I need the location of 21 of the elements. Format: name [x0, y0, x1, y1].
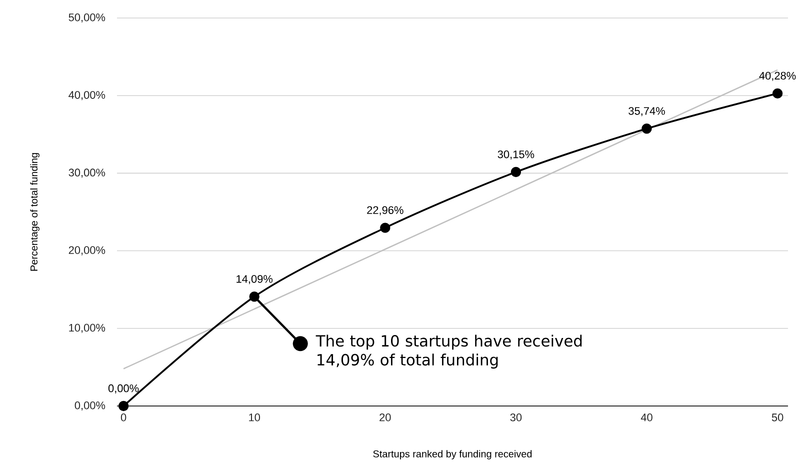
y-tick-label: 50,00% — [68, 13, 106, 23]
x-tick-label: 50 — [772, 414, 784, 422]
data-label: 22,96% — [367, 206, 404, 216]
data-label: 14,09% — [236, 275, 273, 284]
data-label: 0,00% — [108, 384, 139, 394]
x-tick-label: 30 — [510, 414, 522, 422]
y-tick-label: 30,00% — [68, 168, 106, 178]
x-tick-label: 40 — [640, 414, 652, 422]
y-axis-title: Percentage of total funding — [30, 153, 40, 271]
data-label: 35,74% — [628, 107, 665, 116]
data-label: 30,15% — [498, 150, 534, 160]
y-tick-label: 40,00% — [68, 91, 106, 100]
data-label: 40,28% — [759, 72, 796, 81]
y-tick-label: 0,00% — [74, 401, 106, 411]
x-tick-label: 10 — [249, 414, 260, 422]
x-axis-title: Startups ranked by funding received — [373, 450, 532, 460]
y-tick-label: 10,00% — [69, 324, 106, 333]
annotation: The top 10 startups have received 14,09% of total funding — [316, 334, 582, 369]
y-tick-label: 20,00% — [68, 246, 106, 256]
x-tick-label: 0 — [120, 414, 126, 422]
x-tick-label: 20 — [380, 414, 391, 422]
